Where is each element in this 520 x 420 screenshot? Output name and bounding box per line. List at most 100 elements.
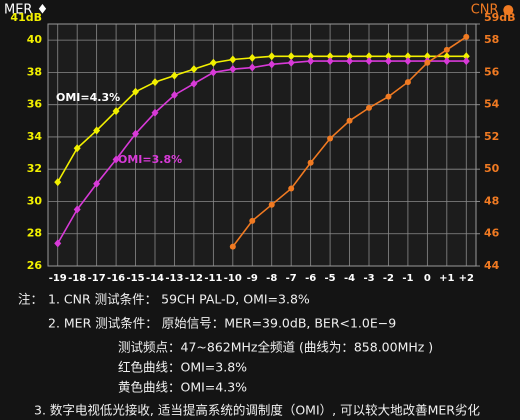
y2-tick-label: 56: [484, 65, 500, 78]
data-point: [229, 243, 236, 250]
notes-label: 注：: [18, 292, 43, 307]
data-point: [209, 58, 217, 67]
data-point: [327, 135, 334, 142]
data-point: [287, 58, 295, 67]
data-point: [346, 117, 353, 124]
data-point: [170, 71, 178, 80]
data-point: [268, 52, 276, 61]
note-line: 黄色曲线：OMI=4.3%: [118, 380, 247, 395]
data-point: [424, 59, 431, 66]
data-point: [307, 52, 315, 61]
data-point: [209, 68, 217, 77]
y-tick-label: 41dB: [10, 11, 42, 24]
y-tick-label: 26: [27, 259, 43, 272]
data-point: [268, 201, 275, 208]
y-tick-label: 28: [27, 227, 42, 240]
x-tick-label: -6: [305, 273, 316, 284]
y2-tick-label: 46: [484, 227, 500, 240]
y2-axis-title: CNR ●: [471, 3, 514, 18]
x-tick-label: -3: [363, 273, 374, 284]
data-point: [404, 57, 412, 66]
x-tick-label: -1: [402, 273, 413, 284]
data-point: [151, 108, 159, 117]
data-point: [229, 65, 237, 74]
data-point: [268, 60, 276, 69]
y-tick-label: 30: [27, 194, 43, 207]
x-tick-label: -16: [107, 273, 125, 284]
x-tick-label: -4: [344, 273, 355, 284]
data-point: [404, 52, 412, 61]
data-point: [384, 52, 392, 61]
x-tick-label: -10: [224, 273, 242, 284]
x-tick-label: -12: [185, 273, 203, 284]
data-point: [151, 78, 159, 87]
x-tick-label: -15: [127, 273, 145, 284]
data-point: [54, 178, 62, 187]
y-tick-label: 32: [27, 162, 42, 175]
data-point: [93, 126, 101, 135]
x-tick-label: -17: [88, 273, 106, 284]
data-point: [462, 52, 470, 61]
note-line: 1. CNR 测试条件： 59CH PAL-D, OMI=3.8%: [48, 292, 310, 307]
data-point: [404, 79, 411, 86]
data-point: [73, 144, 81, 153]
x-tick-label: -14: [146, 273, 164, 284]
data-point: [287, 52, 295, 61]
plot-area: [48, 24, 476, 266]
note-line: 2. MER 测试条件： 原始信号：MER=39.0dB, BER<1.0E−9: [48, 316, 396, 331]
data-point: [385, 93, 392, 100]
y2-tick-label: 58: [484, 33, 499, 46]
y-tick-label: 38: [27, 65, 42, 78]
data-point: [112, 107, 120, 116]
series-line: [57, 60, 467, 244]
x-tick-label: -19: [49, 273, 67, 284]
data-point: [229, 55, 237, 64]
x-tick-label: -7: [286, 273, 297, 284]
data-point: [365, 52, 373, 61]
x-tick-label: -2: [383, 273, 394, 284]
x-tick-label: -11: [204, 273, 222, 284]
data-point: [384, 57, 392, 66]
data-point: [190, 79, 198, 88]
y2-tick-label: 54: [484, 98, 500, 111]
data-point: [443, 52, 451, 61]
data-point: [346, 52, 354, 61]
series-line: [57, 55, 467, 183]
data-point: [93, 179, 101, 188]
data-point: [346, 57, 354, 66]
x-tick-label: -8: [266, 273, 277, 284]
data-point: [443, 46, 450, 53]
data-point: [248, 63, 256, 72]
data-point: [249, 217, 256, 224]
data-point: [170, 90, 178, 99]
data-point: [132, 129, 140, 138]
x-tick-label: +2: [459, 273, 474, 284]
note-line: 3. 数字电视低光接收, 适当提高系统的调制度（OMI）, 可以较大地改善MER…: [34, 403, 480, 418]
data-point: [190, 65, 198, 74]
data-point: [366, 104, 372, 111]
x-tick-label: +1: [439, 273, 454, 284]
series-label: OMI=3.8%: [118, 153, 182, 166]
data-point: [307, 57, 315, 66]
data-point: [248, 53, 256, 62]
data-point: [112, 155, 120, 164]
data-point: [462, 57, 470, 66]
x-tick-label: -5: [325, 273, 336, 284]
y2-tick-label: 52: [484, 130, 499, 143]
y-tick-label: 36: [27, 98, 43, 111]
y2-tick-label: 59dB: [484, 11, 516, 24]
x-tick-label: -18: [68, 273, 86, 284]
y-tick-label: 34: [27, 130, 43, 143]
data-point: [443, 57, 451, 66]
y2-tick-label: 48: [484, 194, 499, 207]
y-tick-label: 40: [27, 33, 43, 46]
data-point: [307, 159, 314, 166]
y2-tick-label: 44: [484, 259, 500, 272]
data-point: [365, 57, 373, 66]
y-axis-title: MER ♦: [4, 3, 48, 18]
data-point: [326, 52, 334, 61]
data-point: [423, 52, 431, 61]
y2-tick-label: 50: [484, 162, 500, 175]
plot-frame: [47, 23, 477, 267]
